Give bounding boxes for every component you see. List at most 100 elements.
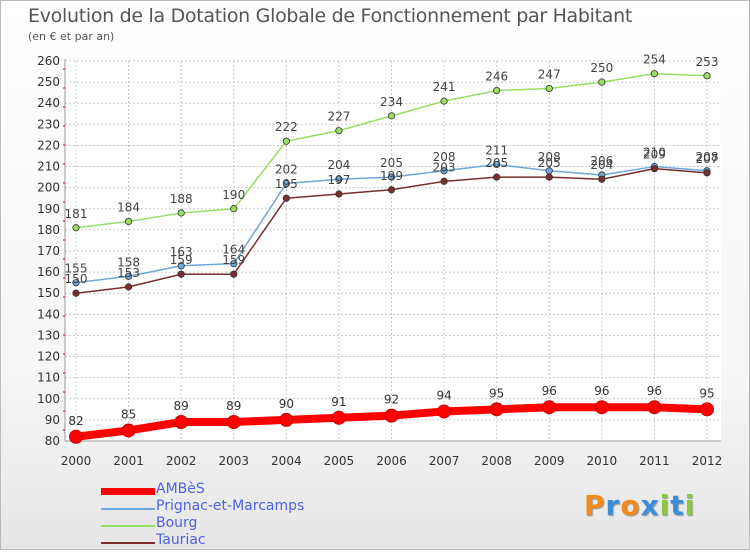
x-tick-label: 2001 xyxy=(113,454,144,468)
series-point-2 xyxy=(598,78,606,86)
data-label-0: 96 xyxy=(542,384,557,398)
series-point-1 xyxy=(282,179,290,188)
data-label-0: 91 xyxy=(331,395,346,409)
legend-swatch-bourg xyxy=(101,525,155,527)
series-point-1 xyxy=(387,173,396,181)
legend-swatch-tauriac xyxy=(101,542,155,544)
data-label-3: 159 xyxy=(222,253,245,267)
data-label-1: 206 xyxy=(590,154,613,168)
y-tick-label: 140 xyxy=(37,307,60,321)
y-tick-label: 120 xyxy=(37,350,60,364)
x-tick-label: 2011 xyxy=(639,454,670,468)
x-tick-label: 2005 xyxy=(324,454,355,468)
y-tick-label: 150 xyxy=(37,286,60,300)
data-label-0: 85 xyxy=(121,407,136,421)
x-tick-label: 2010 xyxy=(587,454,618,468)
y-tick-label: 80 xyxy=(45,434,60,448)
proxiti-logo: Proxiti xyxy=(584,489,695,522)
logo-letter: r xyxy=(605,489,621,522)
series-point-3 xyxy=(598,175,606,183)
data-label-3: 195 xyxy=(275,177,298,191)
data-label-3: 199 xyxy=(380,169,403,183)
series-point-3 xyxy=(335,190,343,198)
data-label-1: 210 xyxy=(643,146,666,160)
series-point-0 xyxy=(437,404,452,419)
data-label-0: 92 xyxy=(384,393,399,407)
y-tick-label: 170 xyxy=(37,244,60,258)
series-point-3 xyxy=(230,270,238,278)
series-point-2 xyxy=(703,72,711,80)
series-point-1 xyxy=(230,260,238,268)
data-label-3: 159 xyxy=(170,253,193,267)
data-label-3: 205 xyxy=(538,156,561,170)
data-label-0: 95 xyxy=(489,386,504,400)
series-point-3 xyxy=(282,194,290,202)
data-label-0: 89 xyxy=(226,399,241,413)
series-point-2 xyxy=(545,84,553,93)
x-tick-label: 2002 xyxy=(166,454,197,468)
data-label-2: 190 xyxy=(222,188,245,202)
series-point-1 xyxy=(440,167,448,175)
data-label-1: 208 xyxy=(433,150,456,164)
series-point-0 xyxy=(121,423,136,438)
x-tick-label: 2006 xyxy=(376,454,407,468)
x-tick-label: 2012 xyxy=(692,454,723,468)
data-label-2: 234 xyxy=(380,95,403,109)
series-point-1 xyxy=(493,160,501,169)
x-tick-label: 2009 xyxy=(534,454,565,468)
data-label-0: 89 xyxy=(174,399,189,413)
series-point-0 xyxy=(279,412,294,427)
series-point-1 xyxy=(177,262,185,270)
series-point-0 xyxy=(542,400,557,415)
data-label-3: 207 xyxy=(696,152,719,166)
y-tick-label: 130 xyxy=(37,328,60,342)
series-point-2 xyxy=(72,224,80,232)
data-label-3: 150 xyxy=(65,272,88,286)
data-label-2: 184 xyxy=(117,200,140,214)
chart-title: Evolution de la Dotation Globale de Fonc… xyxy=(28,5,633,27)
y-tick-label: 210 xyxy=(37,160,60,174)
chart-subtitle: (en € et par an) xyxy=(28,30,115,43)
data-label-1: 155 xyxy=(65,262,88,276)
logo-letter: x xyxy=(640,489,660,522)
data-label-0: 96 xyxy=(647,384,662,398)
data-label-1: 208 xyxy=(538,150,561,164)
data-label-3: 153 xyxy=(117,266,140,280)
data-label-2: 254 xyxy=(643,53,666,67)
y-tick-label: 200 xyxy=(37,181,60,195)
series-point-2 xyxy=(650,70,659,78)
y-tick-label: 260 xyxy=(37,54,60,68)
series-point-3 xyxy=(72,289,80,297)
data-label-0: 82 xyxy=(68,414,83,428)
y-tick-label: 100 xyxy=(37,392,60,406)
data-label-0: 90 xyxy=(279,397,294,411)
data-label-2: 227 xyxy=(327,110,350,124)
series-point-2 xyxy=(230,205,238,213)
series-point-2 xyxy=(335,127,343,135)
data-label-0: 94 xyxy=(436,388,451,402)
series-point-0 xyxy=(384,408,399,423)
legend-label-bourg: Bourg xyxy=(156,515,198,531)
data-label-2: 253 xyxy=(696,55,719,69)
y-tick-label: 250 xyxy=(37,75,60,89)
series-point-0 xyxy=(594,400,609,415)
series-point-2 xyxy=(440,97,448,105)
x-tick-label: 2000 xyxy=(61,454,92,468)
series-point-3 xyxy=(387,186,396,194)
y-tick-label: 90 xyxy=(45,413,60,427)
data-label-3: 197 xyxy=(327,173,350,187)
series-point-3 xyxy=(177,270,185,278)
y-tick-label: 190 xyxy=(37,202,60,216)
series-point-0 xyxy=(174,415,189,429)
series-layer xyxy=(69,70,714,444)
data-label-2: 246 xyxy=(485,70,508,84)
data-label-3: 205 xyxy=(485,156,508,170)
data-label-2: 247 xyxy=(538,67,561,81)
data-label-3: 209 xyxy=(643,148,666,162)
series-point-2 xyxy=(493,86,501,95)
data-label-2: 181 xyxy=(65,207,88,221)
data-label-1: 208 xyxy=(696,150,719,164)
logo-letter: i xyxy=(659,489,671,522)
